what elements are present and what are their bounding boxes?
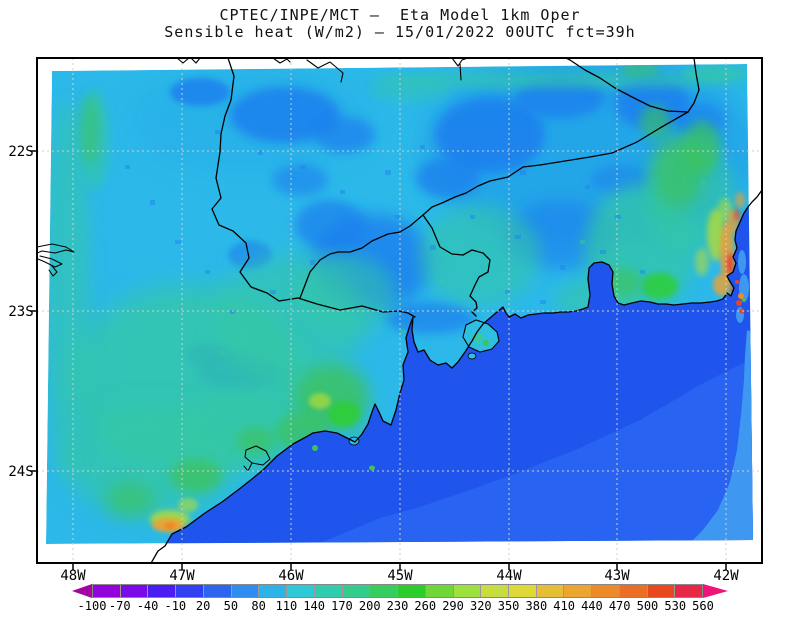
x-axis-labels: 48W 47W 46W 45W 44W 43W 42W xyxy=(60,568,739,584)
x-tick-label: 48W xyxy=(60,568,86,584)
y-tick-label: 24S xyxy=(8,464,33,480)
x-tick-label: 42W xyxy=(713,568,739,584)
gridlines xyxy=(37,58,762,563)
plot-title-line2: Sensible heat (W/m2) – 15/01/2022 00UTC … xyxy=(164,23,636,41)
y-tick-label: 23S xyxy=(8,304,33,320)
plot-title-line1: CPTEC/INPE/MCT – Eta Model 1km Oper xyxy=(219,6,581,24)
x-tick-label: 44W xyxy=(496,568,522,584)
y-tick-label: 22S xyxy=(8,144,33,160)
state-border-a xyxy=(211,58,416,318)
islands xyxy=(312,280,746,471)
top-border-squiggles xyxy=(176,58,469,83)
axis-ticks xyxy=(30,150,727,570)
model-data-field xyxy=(46,64,753,544)
coastline xyxy=(150,189,762,563)
x-tick-label: 43W xyxy=(604,568,630,584)
y-axis-labels: 22S 23S 24S xyxy=(8,144,33,480)
x-tick-label: 46W xyxy=(278,568,304,584)
state-border-b xyxy=(565,58,700,113)
river-lines xyxy=(37,243,75,277)
state-border-e xyxy=(299,111,689,299)
ocean xyxy=(150,190,753,544)
state-border-c xyxy=(422,214,491,317)
x-tick-label: 45W xyxy=(387,568,413,584)
coastline-and-borders xyxy=(37,58,762,563)
x-tick-label: 47W xyxy=(169,568,195,584)
land-texture xyxy=(125,95,705,424)
